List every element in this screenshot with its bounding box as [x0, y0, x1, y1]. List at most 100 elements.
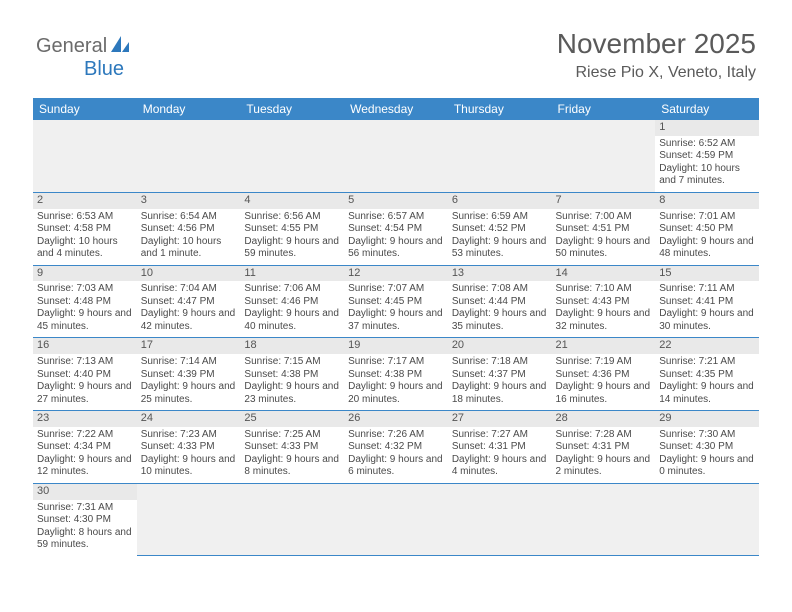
day-number: 5 [344, 193, 448, 209]
calendar-cell: 17Sunrise: 7:14 AMSunset: 4:39 PMDayligh… [137, 338, 241, 411]
logo: General [36, 34, 131, 59]
sunrise-text: Sunrise: 6:54 AM [141, 211, 237, 224]
calendar-cell-blank [344, 120, 448, 192]
daylight-text: Daylight: 9 hours and 53 minutes. [452, 236, 548, 261]
day-number: 25 [240, 411, 344, 427]
title-block: November 2025 Riese Pio X, Veneto, Italy [557, 28, 756, 82]
calendar-row: 30Sunrise: 7:31 AMSunset: 4:30 PMDayligh… [33, 483, 759, 555]
sunset-text: Sunset: 4:31 PM [452, 441, 548, 454]
sunset-text: Sunset: 4:54 PM [348, 223, 444, 236]
sunset-text: Sunset: 4:39 PM [141, 369, 237, 382]
day-number: 12 [344, 266, 448, 282]
day-number: 13 [448, 266, 552, 282]
sunset-text: Sunset: 4:37 PM [452, 369, 548, 382]
weekday-header: Thursday [448, 98, 552, 120]
daylight-text: Daylight: 9 hours and 30 minutes. [659, 308, 755, 333]
calendar-row: 1Sunrise: 6:52 AMSunset: 4:59 PMDaylight… [33, 120, 759, 192]
day-number: 21 [552, 338, 656, 354]
day-number: 27 [448, 411, 552, 427]
sunset-text: Sunset: 4:51 PM [556, 223, 652, 236]
sunrise-text: Sunrise: 7:30 AM [659, 429, 755, 442]
sunset-text: Sunset: 4:44 PM [452, 296, 548, 309]
calendar-cell: 23Sunrise: 7:22 AMSunset: 4:34 PMDayligh… [33, 411, 137, 484]
weekday-header: Wednesday [344, 98, 448, 120]
weekday-header: Saturday [655, 98, 759, 120]
day-number: 30 [33, 484, 137, 500]
daylight-text: Daylight: 9 hours and 48 minutes. [659, 236, 755, 261]
sunset-text: Sunset: 4:48 PM [37, 296, 133, 309]
sunrise-text: Sunrise: 7:00 AM [556, 211, 652, 224]
calendar-row: 9Sunrise: 7:03 AMSunset: 4:48 PM Daylight… [33, 265, 759, 338]
calendar-cell: 2Sunrise: 6:53 AMSunset: 4:58 PMDaylight… [33, 192, 137, 265]
daylight-text: Daylight: 9 hours and 40 minutes. [244, 308, 340, 333]
sunset-text: Sunset: 4:31 PM [556, 441, 652, 454]
calendar-cell: 21Sunrise: 7:19 AMSunset: 4:36 PMDayligh… [552, 338, 656, 411]
calendar-cell: 22Sunrise: 7:21 AMSunset: 4:35 PMDayligh… [655, 338, 759, 411]
logo-sub: Blue [36, 58, 124, 81]
calendar-cell: 12Sunrise: 7:07 AMSunset: 4:45 PMDayligh… [344, 265, 448, 338]
sunset-text: Sunset: 4:45 PM [348, 296, 444, 309]
calendar-cell-blank [137, 120, 241, 192]
daylight-text: Daylight: 9 hours and 20 minutes. [348, 381, 444, 406]
calendar-cell-blank [240, 483, 344, 555]
daylight-text: Daylight: 9 hours and 14 minutes. [659, 381, 755, 406]
sunrise-text: Sunrise: 7:28 AM [556, 429, 652, 442]
calendar-cell: 6Sunrise: 6:59 AMSunset: 4:52 PMDaylight… [448, 192, 552, 265]
sunrise-text: Sunrise: 7:03 AM [37, 283, 133, 296]
day-number: 24 [137, 411, 241, 427]
calendar-cell: 10Sunrise: 7:04 AMSunset: 4:47 PMDayligh… [137, 265, 241, 338]
daylight-text: Daylight: 9 hours and 56 minutes. [348, 236, 444, 261]
calendar-cell: 11Sunrise: 7:06 AMSunset: 4:46 PMDayligh… [240, 265, 344, 338]
calendar-cell: 18Sunrise: 7:15 AMSunset: 4:38 PMDayligh… [240, 338, 344, 411]
day-number: 3 [137, 193, 241, 209]
day-number: 29 [655, 411, 759, 427]
day-number: 4 [240, 193, 344, 209]
sunrise-text: Sunrise: 7:22 AM [37, 429, 133, 442]
logo-sail-icon [109, 34, 131, 59]
calendar-cell: 28Sunrise: 7:28 AMSunset: 4:31 PMDayligh… [552, 411, 656, 484]
day-number: 20 [448, 338, 552, 354]
sunrise-text: Sunrise: 6:56 AM [244, 211, 340, 224]
daylight-text: Daylight: 9 hours and 0 minutes. [659, 454, 755, 479]
daylight-text: Daylight: 9 hours and 10 minutes. [141, 454, 237, 479]
daylight-text: Daylight: 9 hours and 25 minutes. [141, 381, 237, 406]
sunset-text: Sunset: 4:43 PM [556, 296, 652, 309]
calendar-cell-blank [240, 120, 344, 192]
day-number: 26 [344, 411, 448, 427]
weekday-header: Friday [552, 98, 656, 120]
calendar-row: 16Sunrise: 7:13 AMSunset: 4:40 PMDayligh… [33, 338, 759, 411]
day-number: 7 [552, 193, 656, 209]
daylight-text: Daylight: 10 hours and 4 minutes. [37, 236, 133, 261]
sunset-text: Sunset: 4:58 PM [37, 223, 133, 236]
logo-text-blue: Blue [84, 58, 124, 80]
day-number: 14 [552, 266, 656, 282]
day-number: 9 [33, 266, 137, 282]
sunset-text: Sunset: 4:56 PM [141, 223, 237, 236]
sunrise-text: Sunrise: 7:14 AM [141, 356, 237, 369]
sunrise-text: Sunrise: 7:18 AM [452, 356, 548, 369]
sunset-text: Sunset: 4:38 PM [244, 369, 340, 382]
sunrise-text: Sunrise: 7:08 AM [452, 283, 548, 296]
day-number: 22 [655, 338, 759, 354]
daylight-text: Daylight: 10 hours and 1 minute. [141, 236, 237, 261]
daylight-text: Daylight: 9 hours and 23 minutes. [244, 381, 340, 406]
logo-text-general: General [36, 35, 107, 58]
daylight-text: Daylight: 9 hours and 50 minutes. [556, 236, 652, 261]
calendar-cell: 25Sunrise: 7:25 AMSunset: 4:33 PMDayligh… [240, 411, 344, 484]
calendar-row: 23Sunrise: 7:22 AMSunset: 4:34 PMDayligh… [33, 411, 759, 484]
sunrise-text: Sunrise: 7:04 AM [141, 283, 237, 296]
calendar-cell-blank [344, 483, 448, 555]
sunset-text: Sunset: 4:33 PM [141, 441, 237, 454]
sunrise-text: Sunrise: 6:53 AM [37, 211, 133, 224]
calendar-table: Sunday Monday Tuesday Wednesday Thursday… [33, 98, 759, 556]
sunset-text: Sunset: 4:59 PM [659, 150, 755, 163]
daylight-text: Daylight: 9 hours and 8 minutes. [244, 454, 340, 479]
calendar-cell-blank [552, 483, 656, 555]
sunset-text: Sunset: 4:35 PM [659, 369, 755, 382]
sunrise-text: Sunrise: 7:11 AM [659, 283, 755, 296]
calendar-cell: 24Sunrise: 7:23 AMSunset: 4:33 PMDayligh… [137, 411, 241, 484]
daylight-text: Daylight: 9 hours and 42 minutes. [141, 308, 237, 333]
calendar-cell: 20Sunrise: 7:18 AMSunset: 4:37 PMDayligh… [448, 338, 552, 411]
calendar-cell: 19Sunrise: 7:17 AMSunset: 4:38 PMDayligh… [344, 338, 448, 411]
calendar-cell: 13Sunrise: 7:08 AMSunset: 4:44 PMDayligh… [448, 265, 552, 338]
